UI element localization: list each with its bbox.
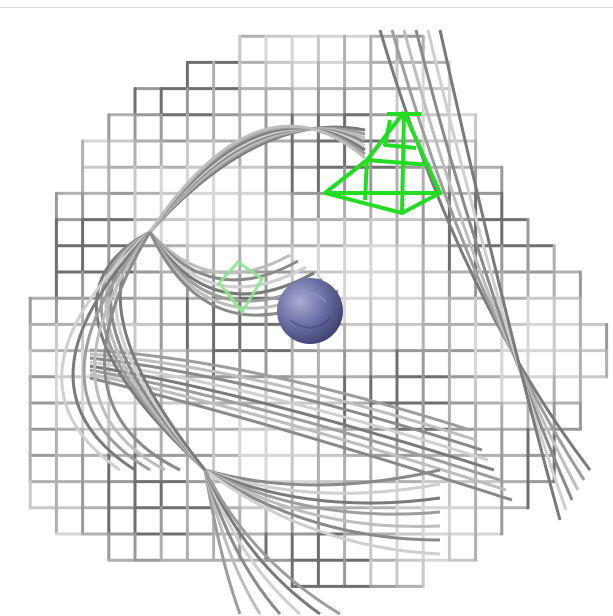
faint-marker — [217, 260, 265, 315]
sphere — [277, 278, 343, 344]
viewport-top-border — [0, 7, 613, 8]
surface-curves — [60, 29, 592, 616]
green-marker — [323, 110, 442, 215]
